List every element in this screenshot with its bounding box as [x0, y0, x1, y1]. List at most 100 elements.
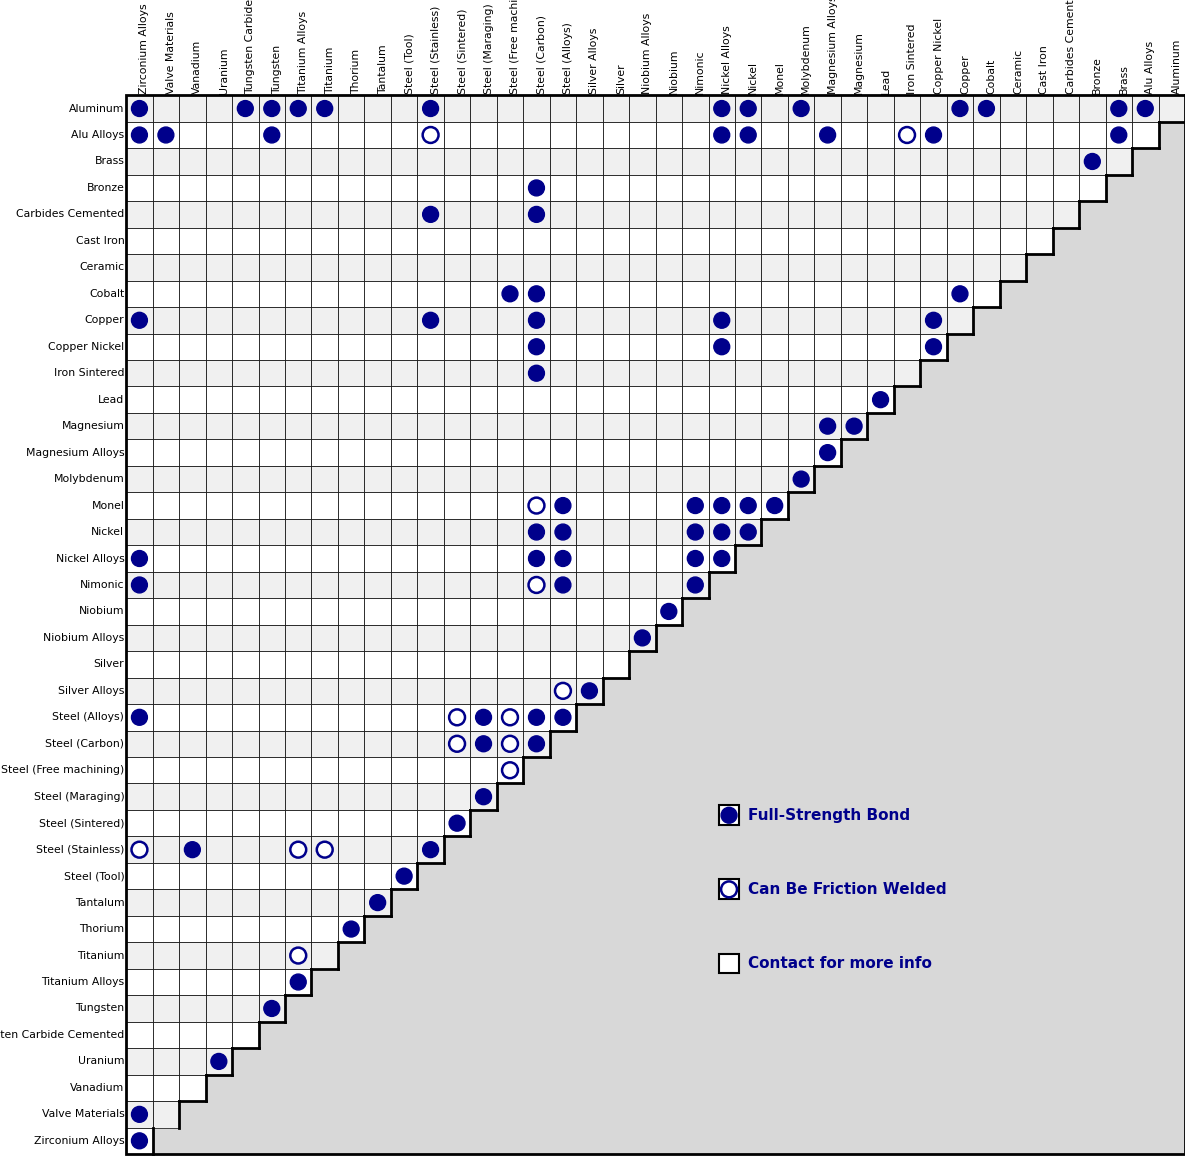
Bar	[152, 1102, 179, 1127]
Bar	[126, 756, 152, 783]
Bar	[232, 201, 258, 228]
Bar	[788, 174, 815, 201]
Text: Alu Alloys: Alu Alloys	[71, 130, 125, 139]
Bar	[655, 518, 682, 545]
Bar	[655, 228, 682, 254]
Bar	[205, 837, 232, 863]
Circle shape	[793, 471, 809, 487]
Circle shape	[556, 709, 571, 725]
Bar	[418, 387, 444, 413]
Bar	[179, 863, 205, 889]
Bar	[947, 122, 973, 149]
Bar	[947, 228, 973, 254]
Bar	[629, 625, 655, 651]
Bar	[682, 360, 708, 387]
Bar	[365, 545, 391, 572]
Circle shape	[740, 497, 756, 514]
Bar	[152, 1075, 179, 1102]
Bar	[286, 942, 312, 969]
Bar	[126, 439, 152, 466]
Text: Monel: Monel	[775, 62, 785, 94]
Bar	[682, 201, 708, 228]
Bar	[126, 889, 152, 916]
Circle shape	[132, 841, 148, 858]
Bar	[286, 360, 312, 387]
Bar	[841, 174, 868, 201]
Bar	[152, 280, 179, 307]
Bar	[920, 228, 947, 254]
Bar	[629, 228, 655, 254]
Bar	[152, 493, 179, 518]
Bar	[126, 1102, 152, 1127]
Bar	[523, 572, 550, 598]
Bar	[788, 333, 815, 360]
Bar	[312, 307, 338, 333]
Bar	[1026, 149, 1052, 174]
Bar	[444, 625, 470, 651]
Bar	[1052, 174, 1079, 201]
Circle shape	[714, 313, 730, 328]
Bar	[232, 413, 258, 439]
Circle shape	[899, 127, 914, 143]
Bar	[205, 254, 232, 280]
Bar	[126, 307, 152, 333]
Bar	[523, 228, 550, 254]
Bar	[152, 810, 179, 837]
Bar	[205, 149, 232, 174]
Bar	[444, 201, 470, 228]
Bar	[629, 439, 655, 466]
Bar	[576, 95, 602, 122]
Bar	[629, 518, 655, 545]
Bar	[286, 228, 312, 254]
Bar	[629, 598, 655, 625]
Bar	[1026, 174, 1052, 201]
Bar	[576, 149, 602, 174]
Bar	[312, 174, 338, 201]
Bar	[258, 704, 286, 731]
Bar	[444, 254, 470, 280]
Bar	[602, 493, 629, 518]
Bar	[602, 122, 629, 149]
Bar	[470, 201, 497, 228]
Bar	[152, 413, 179, 439]
Bar	[629, 545, 655, 572]
Bar	[602, 572, 629, 598]
Bar	[418, 254, 444, 280]
Bar	[682, 413, 708, 439]
Circle shape	[290, 101, 306, 116]
Bar	[734, 149, 762, 174]
Bar	[391, 731, 418, 756]
Text: Silver Alloys: Silver Alloys	[58, 686, 125, 696]
Bar	[497, 122, 523, 149]
Bar	[497, 493, 523, 518]
Bar	[523, 625, 550, 651]
Bar	[126, 572, 152, 598]
Bar	[152, 174, 179, 201]
Circle shape	[317, 841, 332, 858]
Bar	[550, 598, 576, 625]
Bar	[365, 254, 391, 280]
Bar	[152, 439, 179, 466]
Bar	[338, 201, 365, 228]
Bar	[576, 493, 602, 518]
Circle shape	[793, 101, 809, 116]
Bar	[708, 333, 734, 360]
Bar	[152, 731, 179, 756]
Bar	[576, 360, 602, 387]
Bar	[762, 149, 788, 174]
Bar	[365, 731, 391, 756]
Bar	[708, 493, 734, 518]
Bar	[576, 625, 602, 651]
Bar	[550, 254, 576, 280]
Bar	[286, 95, 312, 122]
Bar	[894, 149, 920, 174]
Bar	[708, 518, 734, 545]
Bar	[894, 228, 920, 254]
Bar	[444, 95, 470, 122]
Bar	[418, 677, 444, 704]
Bar	[286, 439, 312, 466]
Bar	[629, 174, 655, 201]
Bar	[762, 280, 788, 307]
Bar	[418, 731, 444, 756]
Bar	[286, 969, 312, 995]
